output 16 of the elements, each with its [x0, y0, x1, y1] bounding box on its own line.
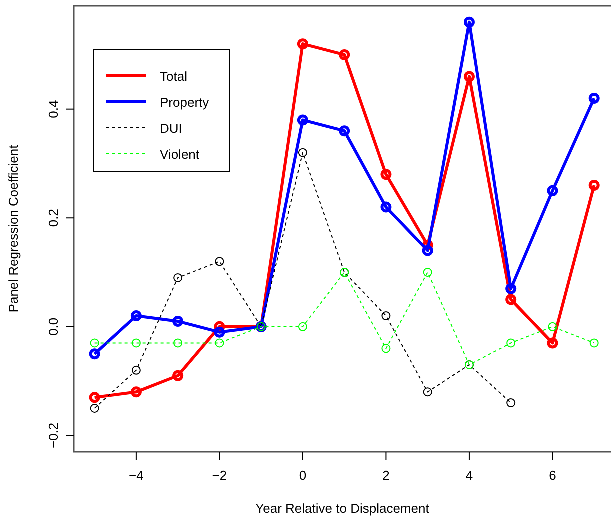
- x-tick-label: 4: [466, 468, 474, 483]
- y-axis-title: Panel Regression Coefficient: [6, 144, 21, 313]
- y-tick-label: −0.2: [46, 422, 61, 449]
- x-tick-label: 0: [299, 468, 307, 483]
- legend-label: DUI: [160, 121, 182, 136]
- x-tick-label: −4: [129, 468, 144, 483]
- x-tick-label: −2: [212, 468, 228, 483]
- legend-label: Property: [160, 95, 210, 110]
- x-tick-label: 6: [549, 468, 556, 483]
- x-axis-title: Year Relative to Displacement: [256, 501, 430, 516]
- y-tick-label: 0.4: [46, 100, 61, 118]
- legend-label: Violent: [160, 147, 200, 162]
- x-tick-label: 2: [382, 468, 390, 483]
- y-tick-label: 0.2: [46, 209, 61, 228]
- legend-label: Total: [160, 69, 188, 84]
- y-tick-label: 0.0: [46, 318, 61, 336]
